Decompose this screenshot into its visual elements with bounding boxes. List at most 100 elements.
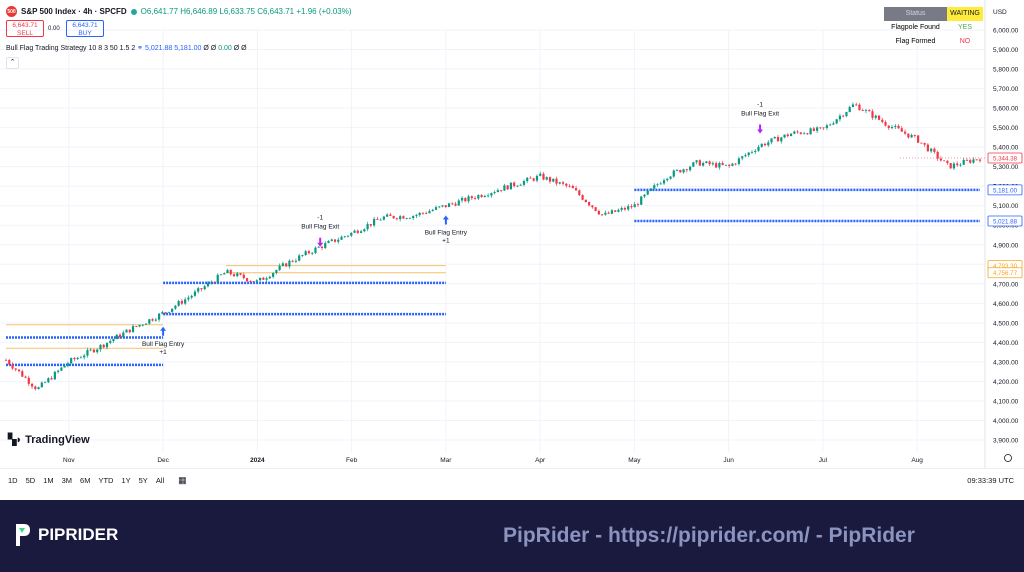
time-tick-label: Mar: [440, 457, 452, 464]
candle-body: [115, 334, 118, 340]
time-tick-label: Feb: [346, 457, 358, 464]
candle-body: [405, 218, 408, 219]
candle-body: [776, 136, 780, 142]
candle-body: [552, 178, 555, 182]
candle-body: [268, 276, 271, 279]
candle-body: [506, 185, 509, 190]
time-axis[interactable]: Nov Dec 2024 Feb Mar Apr May Jun Jul Aug: [63, 454, 1012, 465]
candle-body: [37, 387, 40, 390]
candle-body: [877, 115, 881, 120]
candle-body: [705, 161, 708, 164]
candle-body: [252, 281, 255, 282]
candle-body: [601, 214, 604, 216]
candle-body: [376, 218, 379, 220]
candle-body: [900, 128, 903, 132]
axis-settings-icon: [1004, 454, 1012, 462]
candle-body: [630, 206, 633, 208]
candle-body: [949, 163, 952, 169]
range-button-1d[interactable]: 1D: [8, 475, 18, 485]
candle-body: [907, 133, 910, 138]
range-button-1y[interactable]: 1Y: [121, 475, 131, 485]
candle-body: [118, 334, 122, 338]
strategy-settings-icon[interactable]: ⚭: [137, 45, 144, 52]
candle-body: [89, 349, 92, 351]
range-button-5y[interactable]: 5Y: [138, 475, 148, 485]
candle-body: [535, 175, 539, 181]
candle-body: [682, 169, 685, 173]
calendar-icon[interactable]: ▦: [178, 474, 187, 485]
candle-body: [389, 214, 392, 216]
candle-body: [399, 216, 402, 220]
candle-body: [542, 173, 545, 180]
candle-body: [359, 231, 363, 233]
signal-qty: +1: [159, 349, 167, 356]
range-button-6m[interactable]: 6M: [80, 475, 91, 485]
candle-body: [314, 247, 317, 253]
time-tick-label: Dec: [157, 457, 169, 464]
range-button-1m[interactable]: 1M: [43, 475, 54, 485]
utc-clock[interactable]: 09:33:39 UTC: [967, 475, 1014, 485]
candle-body: [8, 360, 11, 365]
candle-body: [662, 180, 666, 184]
status-table: Status WAITING Flagpole Found YES Flag F…: [884, 7, 983, 49]
candle-body: [750, 151, 754, 153]
candle-body: [487, 195, 490, 197]
candle-body: [802, 133, 806, 135]
candle-body: [848, 107, 851, 113]
buy-button[interactable]: 6,643.71 BUY: [66, 20, 104, 37]
range-button-5d[interactable]: 5D: [25, 475, 36, 485]
candle-body: [242, 274, 245, 279]
flag-lines: [6, 265, 446, 349]
price-tick-label: 4,400.00: [993, 340, 1019, 347]
candle-body: [154, 319, 157, 321]
candle-body: [190, 295, 193, 298]
candle-body: [177, 301, 180, 306]
candle-body: [356, 230, 359, 233]
candle-body: [386, 214, 389, 217]
candle-body: [92, 349, 96, 353]
candle-body: [972, 159, 975, 163]
candle-body: [307, 251, 311, 254]
range-button-ytd[interactable]: YTD: [98, 475, 114, 485]
currency-label[interactable]: USD: [993, 9, 1007, 16]
range-button-3m[interactable]: 3M: [61, 475, 73, 485]
candle-body: [926, 144, 929, 152]
candle-body: [272, 272, 275, 277]
candle-body: [161, 312, 164, 314]
price-tag-label: 5,344.38: [993, 156, 1018, 163]
candle-body: [438, 206, 441, 208]
range-button-all[interactable]: All: [155, 475, 165, 485]
candle-body: [943, 160, 946, 162]
range-buttons: 1D 5D 1M 3M 6M YTD 1Y 5Y All: [4, 476, 168, 485]
candle-body: [281, 263, 284, 266]
candle-body: [460, 197, 464, 201]
candle-body: [464, 197, 467, 202]
piprider-brand-text: PIPRIDER: [38, 525, 119, 544]
candle-body: [40, 382, 43, 388]
candle-body: [350, 232, 353, 236]
sell-button[interactable]: 6,643.71 SELL: [6, 20, 44, 37]
strategy-tail-1: Ø Ø: [203, 45, 217, 52]
symbol-title[interactable]: S&P 500 Index · 4h · SPCFD: [21, 7, 127, 16]
strategy-legend[interactable]: Bull Flag Trading Strategy 10 8 3 50 1.5…: [6, 44, 247, 52]
price-axis[interactable]: 3,900.00 4,000.00 4,100.00 4,200.00 4,300.00…: [900, 0, 1023, 468]
candle-body: [894, 125, 897, 127]
candle-body: [597, 210, 600, 215]
collapse-legend-icon[interactable]: ⌃: [6, 57, 19, 69]
candle-body: [21, 371, 24, 377]
buy-label: BUY: [78, 30, 92, 37]
candle-body: [675, 169, 679, 171]
candle-body: [135, 326, 138, 327]
candle-body: [262, 277, 265, 280]
candle-body: [451, 203, 454, 205]
flagpole-row: Flagpole Found YES: [884, 21, 983, 35]
candle-body: [408, 218, 412, 219]
candle-body: [897, 125, 900, 129]
candle-body: [144, 323, 148, 325]
candle-body: [620, 207, 623, 210]
entry-arrow-icon: [160, 326, 167, 336]
price-tag-label: 5,021.88: [993, 218, 1018, 225]
candle-body: [887, 125, 890, 129]
candle-body: [216, 274, 219, 283]
